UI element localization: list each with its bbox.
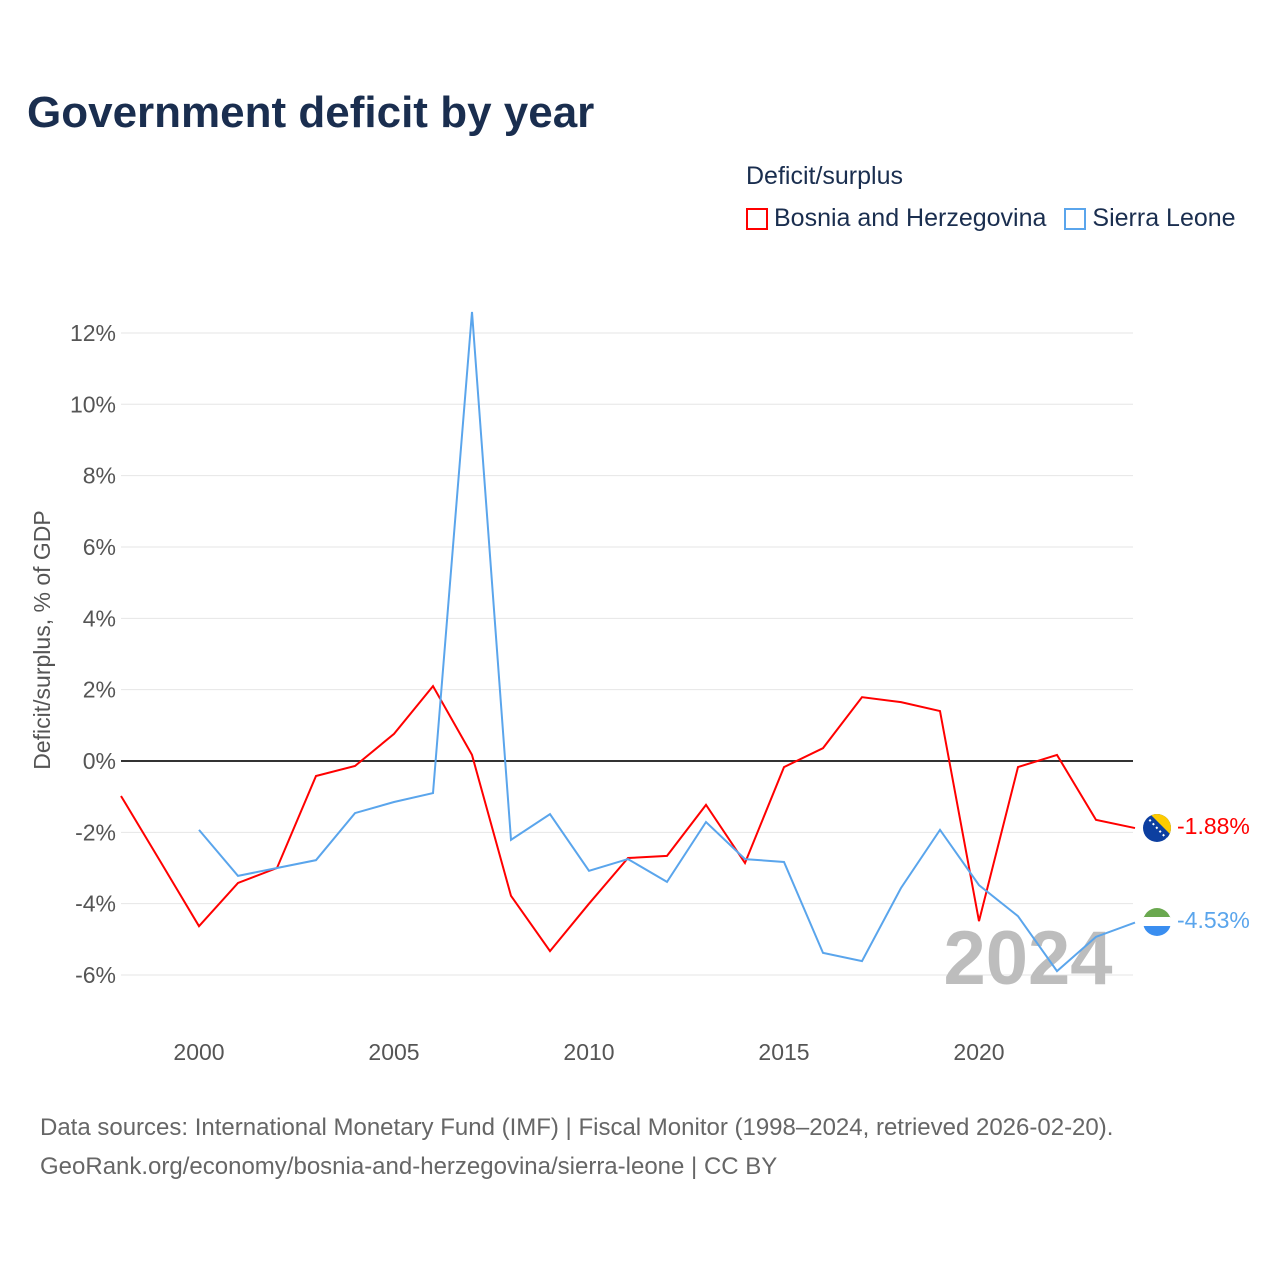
legend-item-sierra-leone[interactable]: Sierra Leone [1064, 204, 1236, 233]
source-note: Data sources: International Monetary Fun… [40, 1108, 1113, 1186]
x-tick-label: 2005 [368, 1039, 419, 1065]
bosnia-flag-icon [1143, 814, 1171, 842]
y-tick-label: -6% [75, 962, 116, 988]
legend: Bosnia and Herzegovina Sierra Leone [746, 204, 1236, 233]
x-tick-label: 2010 [563, 1039, 614, 1065]
series-line-sierra-leone [198, 311, 1136, 973]
series-line-bosnia [120, 684, 1136, 953]
y-tick-label: 0% [83, 748, 116, 774]
y-tick-label: 8% [83, 463, 116, 489]
x-tick-label: 2000 [173, 1039, 224, 1065]
sierra-leone-flag-icon [1143, 908, 1171, 936]
legend-swatch-bosnia [746, 207, 768, 230]
y-tick-label: 2% [83, 677, 116, 703]
y-tick-label: -2% [75, 819, 116, 845]
y-axis-label: Deficit/surplus, % of GDP [29, 510, 55, 769]
x-tick-label: 2015 [758, 1039, 809, 1065]
bosnia-end-label: -1.88% [1177, 813, 1250, 839]
y-tick-label: -4% [75, 891, 116, 917]
y-tick-label: 6% [83, 534, 116, 560]
legend-label: Bosnia and Herzegovina [774, 204, 1047, 232]
legend-title: Deficit/surplus [746, 162, 903, 190]
legend-label: Sierra Leone [1092, 204, 1236, 232]
y-tick-label: 12% [70, 320, 116, 346]
source-line-1: Data sources: International Monetary Fun… [40, 1114, 1114, 1141]
y-tick-label: 10% [70, 391, 116, 417]
y-tick-label: 4% [83, 605, 116, 631]
legend-swatch-sierra-leone [1064, 207, 1087, 230]
source-line-2[interactable]: GeoRank.org/economy/bosnia-and-herzegovi… [40, 1153, 778, 1180]
sierra-leone-end-label: -4.53% [1177, 907, 1250, 933]
legend-item-bosnia[interactable]: Bosnia and Herzegovina [746, 204, 1046, 233]
x-tick-label: 2020 [953, 1039, 1004, 1065]
chart-title: Government deficit by year [27, 88, 595, 137]
